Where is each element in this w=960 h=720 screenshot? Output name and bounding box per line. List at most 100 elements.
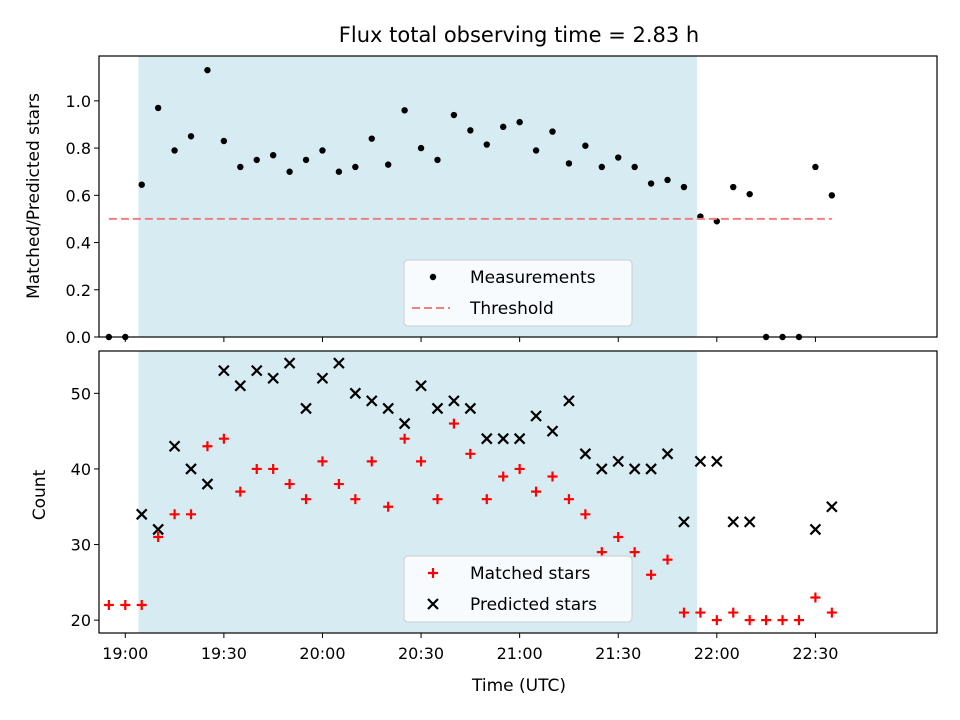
predicted-point [283,357,296,369]
x-tick-label: 20:00 [299,644,345,663]
series-matched-stars [103,418,837,626]
matched-point [103,600,114,611]
y-tick-label: 0.0 [66,328,91,347]
chart-title: Flux total observing time = 2.83 h [339,23,699,47]
matched-point [629,547,640,558]
matched-point [563,494,574,505]
predicted-point [612,455,625,468]
predicted-point [431,402,444,415]
measurement-point [352,163,359,171]
measurement-point [450,111,458,119]
predicted-point [398,417,411,430]
measurement-point [187,133,195,140]
y-tick-label: 0.2 [66,281,91,300]
measurement-point [565,160,573,167]
matched-point [744,615,755,626]
y-tick-label: 20 [71,611,91,630]
measurement-point [664,176,671,184]
predicted-point [727,516,740,528]
matched-point [186,509,197,520]
measurement-point [730,183,737,191]
predicted-point [497,432,509,445]
legend-box [403,259,633,327]
measurement-point [286,168,293,175]
predicted-point [628,463,641,475]
matched-point [465,448,476,459]
y-tick-label: 40 [71,460,91,479]
matched-point [793,615,804,626]
x-tick-label: 20:30 [398,644,444,663]
measurement-point [384,161,392,168]
predicted-point [415,379,427,392]
predicted-point [201,478,214,490]
predicted-point [743,516,756,528]
top-panel: 0.0 0.2 0.4 0.6 0.8 1.0 Measurements Threshold [66,55,938,347]
matched-point [416,456,427,467]
measurement-point [319,147,326,154]
matched-point [284,479,295,490]
x-tick-label: 22:00 [694,644,740,663]
legend-box [403,555,633,623]
measurement-point [516,118,523,126]
legend-label: Measurements [470,268,596,288]
measurement-point [171,147,178,154]
measurement-point [417,144,425,152]
predicted-point [530,410,542,422]
predicted-point [596,463,608,475]
matched-point [646,569,657,580]
matched-point [761,615,772,626]
matched-point [662,554,673,565]
legend-predicted-swatch [427,598,439,610]
predicted-point [645,463,657,475]
predicted-point [365,395,378,407]
predicted-point [250,364,263,377]
matched-point [613,531,624,542]
matched-point [580,509,591,520]
predicted-point [382,402,394,415]
y-tick-label: 0.6 [66,186,91,205]
predicted-point [513,432,526,445]
predicted-point [464,402,477,415]
measurement-point [746,190,753,198]
matched-point [514,463,525,474]
measurement-point [253,156,260,164]
measurement-point [812,163,819,171]
matched-point [547,471,558,482]
matched-point [810,592,821,603]
measurement-point [138,181,145,188]
measurement-point [615,154,622,161]
matched-point [383,501,394,512]
bottom-axes-frame [98,350,938,634]
y-tick-label: 1.0 [66,92,91,111]
matched-point [251,463,262,474]
measurement-point [500,123,507,131]
x-tick-label: 19:30 [201,644,247,663]
measurement-point [598,163,605,171]
matched-point [481,494,492,505]
x-axis-label: Time (UTC) [471,676,566,696]
matched-point [153,531,164,542]
measurement-point [335,168,343,175]
measurement-point [647,180,655,187]
measurement-point [204,66,211,74]
matched-point [596,547,607,558]
predicted-point [579,448,592,460]
legend-label: Threshold [469,299,554,319]
matched-point [136,600,147,611]
x-tick-label: 21:30 [595,644,641,663]
top-y-axis-label: Matched/Predicted stars [24,93,44,299]
legend-label: Predicted stars [470,595,597,615]
matched-point [202,441,213,452]
matched-point [235,486,246,497]
x-tick-label: 21:00 [497,644,543,663]
predicted-point [349,387,362,400]
matched-point [350,494,361,505]
x-tick-label: 22:30 [792,644,838,663]
matched-point [317,456,328,467]
matched-point [218,433,229,444]
measurement-point [434,156,441,164]
predicted-point [135,508,148,521]
measurement-point [401,107,408,114]
measurement-point [549,128,556,135]
